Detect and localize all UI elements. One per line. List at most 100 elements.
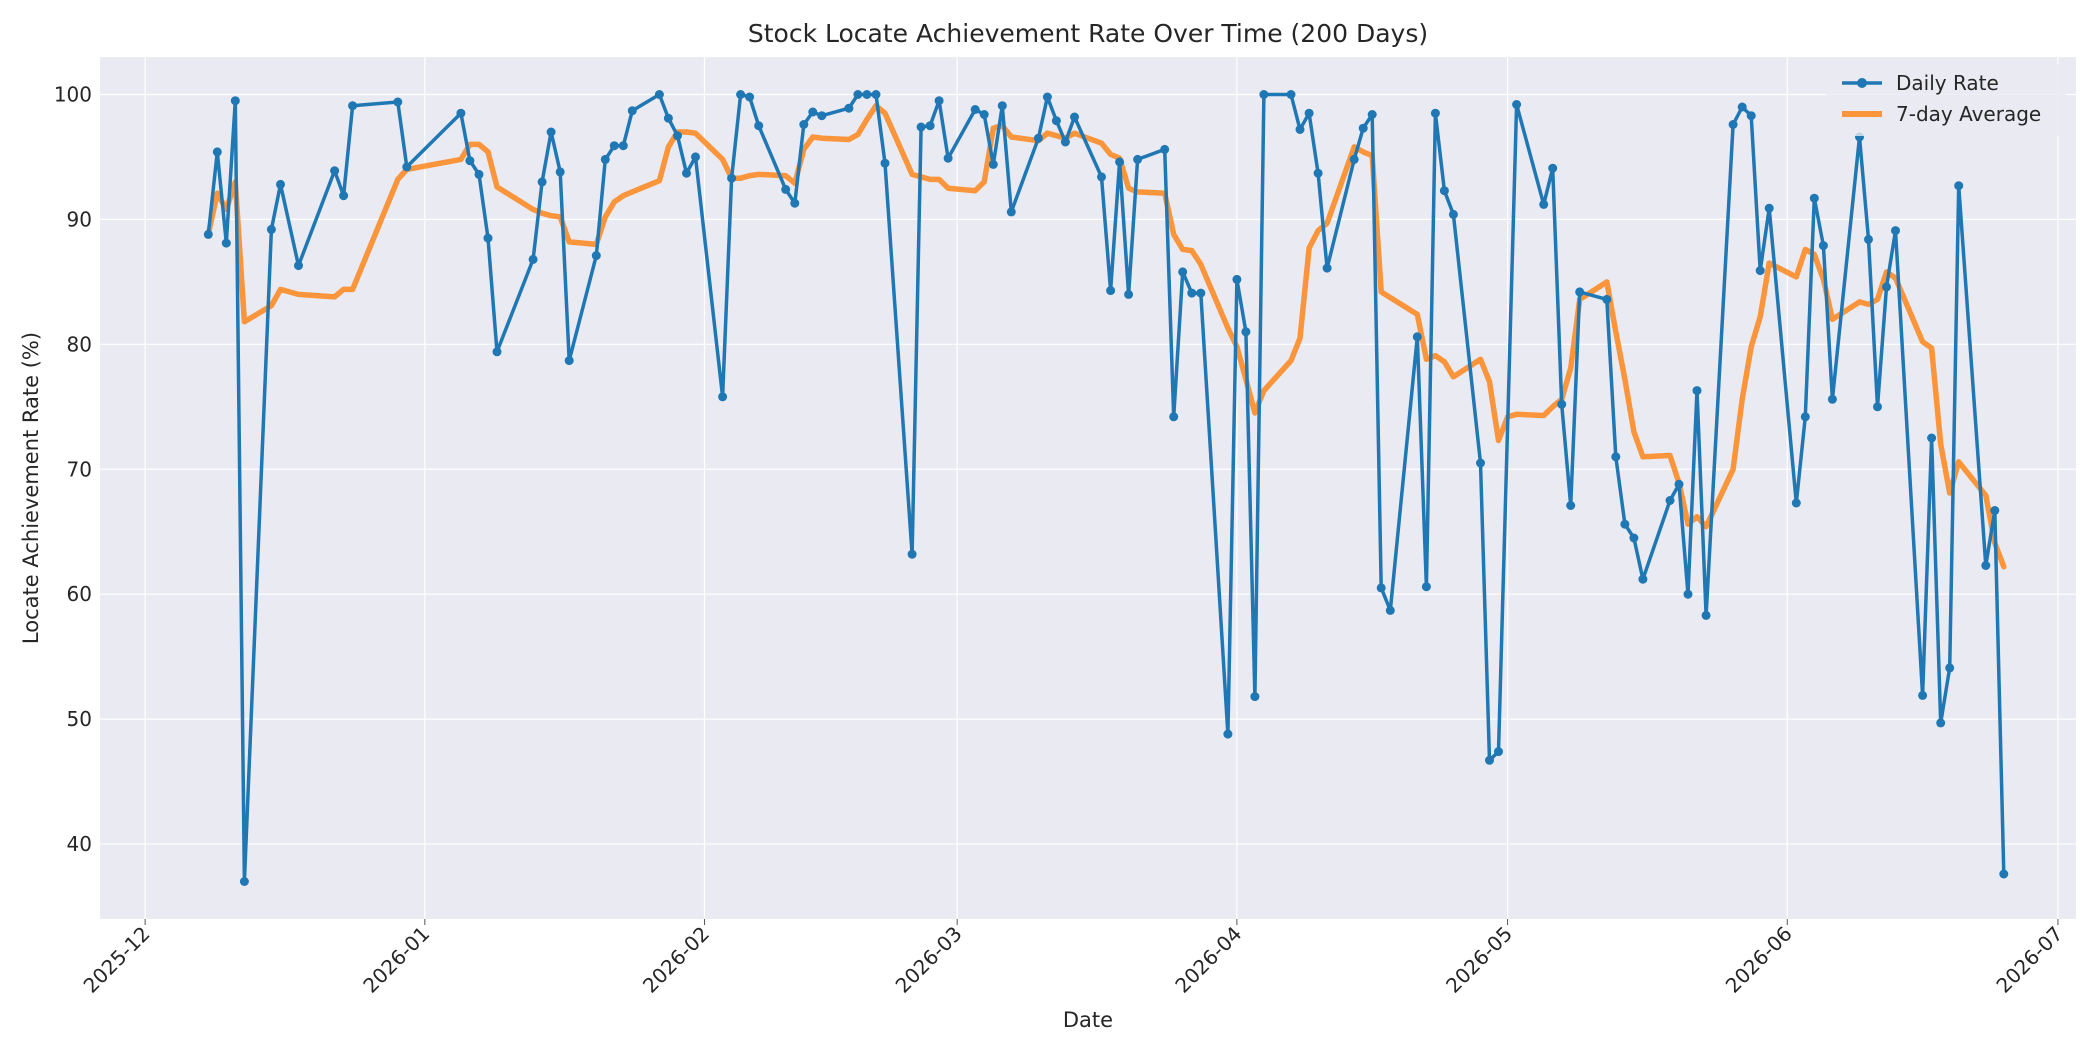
daily-rate-point (1494, 747, 1503, 757)
daily-rate-point (1575, 287, 1585, 297)
daily-rate-point (988, 159, 998, 169)
daily-rate-point (1313, 168, 1323, 178)
daily-rate-point (934, 96, 944, 106)
daily-rate-point (330, 166, 340, 176)
daily-rate-point (600, 154, 610, 164)
daily-rate-point (1746, 111, 1756, 121)
daily-rate-point (1385, 605, 1395, 615)
daily-rate-point (339, 191, 349, 201)
daily-rate-point (1692, 386, 1702, 396)
chart-title: Stock Locate Achievement Rate Over Time … (748, 19, 1428, 48)
daily-rate-point (1006, 207, 1016, 217)
daily-rate-point (1376, 583, 1386, 593)
daily-rate-point (239, 877, 249, 886)
daily-rate-point (618, 141, 628, 151)
daily-rate-point (1042, 92, 1052, 102)
daily-rate-point (1295, 125, 1305, 134)
daily-rate-point (1539, 199, 1549, 209)
y-axis-ticks: 40 50 60 70 80 90 100 (54, 82, 92, 856)
daily-rate-point (1106, 286, 1116, 296)
daily-rate-point (1033, 133, 1043, 143)
daily-rate-point (1602, 294, 1612, 304)
daily-rate-point (1439, 186, 1449, 196)
daily-rate-point (1981, 561, 1991, 570)
daily-rate-point (790, 198, 800, 208)
daily-rate-point (1124, 289, 1134, 299)
daily-rate-point (663, 113, 673, 123)
x-tick-label: 2026-05 (1441, 922, 1517, 998)
daily-rate-point (943, 153, 953, 163)
daily-rate-point (1936, 718, 1946, 728)
daily-rate-point (880, 158, 890, 168)
daily-rate-point (907, 549, 917, 559)
y-tick-label: 100 (54, 82, 92, 106)
x-tick-label: 2026-01 (358, 922, 434, 998)
daily-rate-point (745, 92, 755, 102)
series-daily-rate (203, 90, 2009, 886)
daily-rate-point (1196, 288, 1206, 298)
daily-rate-point (1060, 137, 1070, 147)
daily-rate-point (1250, 692, 1260, 702)
daily-rate-point (1259, 90, 1269, 99)
daily-rate-point (718, 392, 728, 402)
daily-rate-point (727, 173, 737, 183)
x-tick-label: 2026-02 (638, 922, 714, 998)
daily-rate-point (1485, 755, 1494, 765)
daily-rate-point (1611, 452, 1621, 462)
daily-rate-point (853, 90, 863, 99)
daily-rate-point (799, 120, 809, 129)
daily-rate-point (1187, 288, 1197, 298)
x-tick-label: 2026-03 (891, 922, 967, 998)
daily-rate-point (456, 108, 466, 118)
daily-rate-point (1051, 116, 1061, 126)
x-tick-label: 2026-06 (1721, 922, 1797, 998)
daily-rate-point (1999, 869, 2009, 879)
daily-rate-point (474, 169, 484, 179)
legend-box (1826, 64, 2066, 136)
daily-rate-point (348, 101, 358, 111)
daily-rate-point (1412, 332, 1422, 342)
y-axis-label: Locate Achievement Rate (%) (19, 332, 43, 644)
daily-rate-point (1160, 144, 1170, 154)
daily-rate-point (1864, 234, 1873, 244)
daily-rate-point (1683, 589, 1693, 599)
daily-rate-point (844, 103, 854, 113)
daily-rate-point (203, 229, 213, 239)
average-line (205, 102, 2007, 570)
daily-rate-point (1728, 120, 1738, 129)
daily-rate-point (483, 233, 493, 243)
x-axis-label: Date (1063, 1008, 1113, 1032)
y-tick-label: 40 (67, 832, 92, 856)
daily-rate-point (1448, 209, 1458, 219)
legend-label-7-day-average: 7-day Average (1896, 102, 2041, 126)
daily-rate-point (1358, 123, 1368, 133)
daily-rate-point (555, 167, 565, 177)
y-tick-label: 80 (67, 332, 92, 356)
daily-rate-point (1918, 690, 1928, 700)
daily-rate-point (1737, 102, 1747, 112)
daily-rate-point (1818, 241, 1828, 251)
daily-rate-point (212, 147, 222, 157)
daily-rate-point (1827, 394, 1837, 404)
daily-rate-point (1954, 181, 1964, 191)
daily-rate-point (1557, 399, 1567, 409)
daily-rate-point (673, 131, 682, 141)
daily-rate-point (1097, 172, 1106, 182)
daily-rate-point (465, 156, 475, 166)
daily-rate-point (1286, 90, 1296, 99)
y-tick-label: 70 (67, 457, 92, 481)
daily-rate-point (1476, 458, 1485, 468)
daily-rate-point (1512, 100, 1522, 109)
legend: Daily Rate 7-day Average (1826, 64, 2066, 136)
daily-rate-point (1809, 193, 1819, 203)
daily-rate-point (294, 261, 303, 271)
y-tick-label: 60 (67, 582, 92, 606)
grid-lines (100, 57, 2076, 919)
x-tick-label: 2026-07 (1991, 922, 2067, 998)
legend-label-daily-rate: Daily Rate (1896, 71, 1999, 95)
daily-rate-point (691, 152, 700, 162)
daily-rate-point (1232, 274, 1242, 284)
daily-rate-point (1115, 157, 1125, 167)
daily-rate-point (1548, 163, 1558, 173)
